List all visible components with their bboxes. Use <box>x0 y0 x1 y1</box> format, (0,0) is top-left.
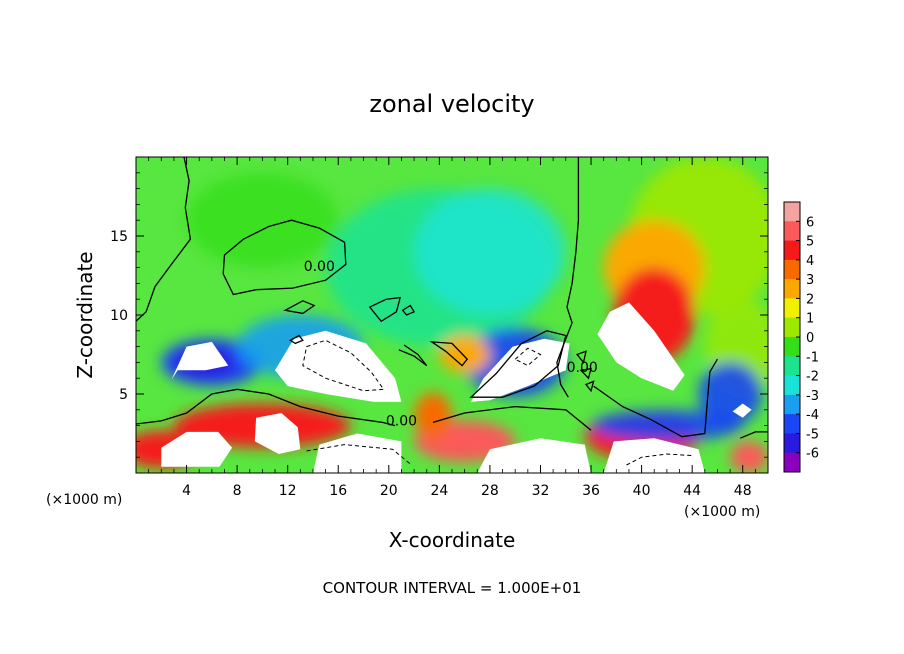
plot-area <box>136 157 768 473</box>
negative-contour-line <box>626 453 693 466</box>
zero-contour-line <box>136 157 192 322</box>
zero-contour-line <box>398 344 428 367</box>
x-tick-label: 44 <box>683 483 701 499</box>
y-axis-label: Z-coordinate <box>73 251 97 378</box>
colorbar-tick-label: -5 <box>806 427 819 442</box>
colorbar-segment <box>784 452 800 473</box>
x-tick-label: 16 <box>329 483 347 499</box>
zero-contour-line <box>283 300 316 315</box>
zero-contour-line <box>469 330 567 398</box>
zero-contour-line <box>368 296 402 323</box>
x-tick-label: 24 <box>430 483 448 499</box>
contour-label: 0.00 <box>304 259 335 275</box>
y-tick-label: 15 <box>110 229 128 245</box>
contour-labels: 0.00 0.00 0.00 <box>304 259 598 430</box>
zero-contour-line <box>136 388 396 427</box>
x-tick-label: 36 <box>582 483 600 499</box>
colorbar-tick-label: 5 <box>806 235 814 250</box>
negative-contour-line <box>514 347 542 367</box>
colorbar-tick-label: 3 <box>806 273 814 288</box>
y-tick-label: 10 <box>110 308 128 324</box>
saturated-region <box>254 413 301 454</box>
colorbar-tick-label: 2 <box>806 292 814 307</box>
colorbar-segment <box>784 375 800 396</box>
y-axis-ticks: 5 10 15 <box>110 172 768 458</box>
colorbar-tick-label: -4 <box>806 408 819 423</box>
colorbar-tick-label: 0 <box>806 331 814 346</box>
colorbar-tick-label: 4 <box>806 254 814 269</box>
colorbar-segment <box>784 221 800 242</box>
colorbar-segment <box>784 317 800 338</box>
zero-contour-line <box>401 304 416 316</box>
contour-interval-note: CONTOUR INTERVAL = 1.000E+01 <box>323 579 582 597</box>
saturated-region <box>275 330 402 402</box>
colorbar-tick-label: -6 <box>806 447 819 462</box>
colorbar-tick-label: -2 <box>806 370 819 385</box>
x-unit-label: (×1000 m) <box>46 492 122 508</box>
colorbar-segment <box>784 414 800 434</box>
field-blob <box>730 441 768 473</box>
x-tick-label: 32 <box>532 483 550 499</box>
x-tick-label: 40 <box>633 483 651 499</box>
field-blob <box>414 392 452 440</box>
zero-contour-line <box>288 334 304 345</box>
chart-title: zonal velocity <box>369 90 534 118</box>
y-tick-label: 5 <box>119 387 128 403</box>
saturated-region <box>313 433 402 473</box>
zero-contour-line <box>432 405 592 431</box>
zero-contour-line <box>584 380 595 393</box>
saturated-region <box>732 403 752 418</box>
x-axis-ticks: 4 8 12 16 20 24 28 32 36 40 44 48 <box>148 157 756 499</box>
saturated-region <box>477 438 591 473</box>
colorbar-segment <box>784 298 800 319</box>
negative-contour-line <box>306 444 412 466</box>
x-tick-label: 20 <box>380 483 398 499</box>
field-blob <box>186 172 339 268</box>
zero-contour-line <box>429 341 469 367</box>
x-axis-label: X-coordinate <box>389 528 516 552</box>
x-tick-label: 12 <box>279 483 297 499</box>
contour-label: 0.00 <box>386 414 417 430</box>
zero-contour-line <box>556 157 580 398</box>
saturated-region <box>597 302 685 391</box>
colorbar-segment <box>784 202 800 222</box>
contour-lines <box>136 157 768 466</box>
colorbar-tick-label: 1 <box>806 312 814 327</box>
velocity-field <box>136 157 768 473</box>
x-tick-label: 8 <box>233 483 242 499</box>
saturated-region <box>161 431 233 467</box>
x-tick-label: 28 <box>481 483 499 499</box>
zero-contour-line <box>739 431 768 439</box>
out-of-range-regions <box>161 302 752 473</box>
field-blob <box>439 335 490 374</box>
colorbar-tick-label: -1 <box>806 350 819 365</box>
zero-contour-line <box>222 219 347 296</box>
saturated-region <box>171 341 229 380</box>
colorbar-segment <box>784 279 800 299</box>
colorbar-segment <box>784 433 800 454</box>
contour-label: 0.00 <box>567 360 598 376</box>
colorbar-segment <box>784 337 800 357</box>
colorbar-segment <box>784 356 800 377</box>
zero-contour-line <box>579 367 592 380</box>
colorbar: 6 5 4 3 2 1 0 -1 -2 -3 -4 -5 -6 <box>783 201 819 473</box>
colorbar-segment <box>784 259 800 280</box>
field-blob <box>414 188 566 315</box>
colorbar-segment <box>784 394 800 415</box>
negative-contour-line <box>302 339 385 392</box>
y-unit-label: (×1000 m) <box>684 504 760 520</box>
colorbar-segment <box>784 240 800 261</box>
zero-contour-line <box>576 350 587 364</box>
zero-contour-line <box>593 358 718 438</box>
saturated-region <box>471 338 570 402</box>
colorbar-tick-label: 6 <box>806 215 814 230</box>
x-tick-label: 4 <box>182 483 191 499</box>
colorbar-tick-label: -3 <box>806 389 819 404</box>
x-tick-label: 48 <box>734 483 752 499</box>
